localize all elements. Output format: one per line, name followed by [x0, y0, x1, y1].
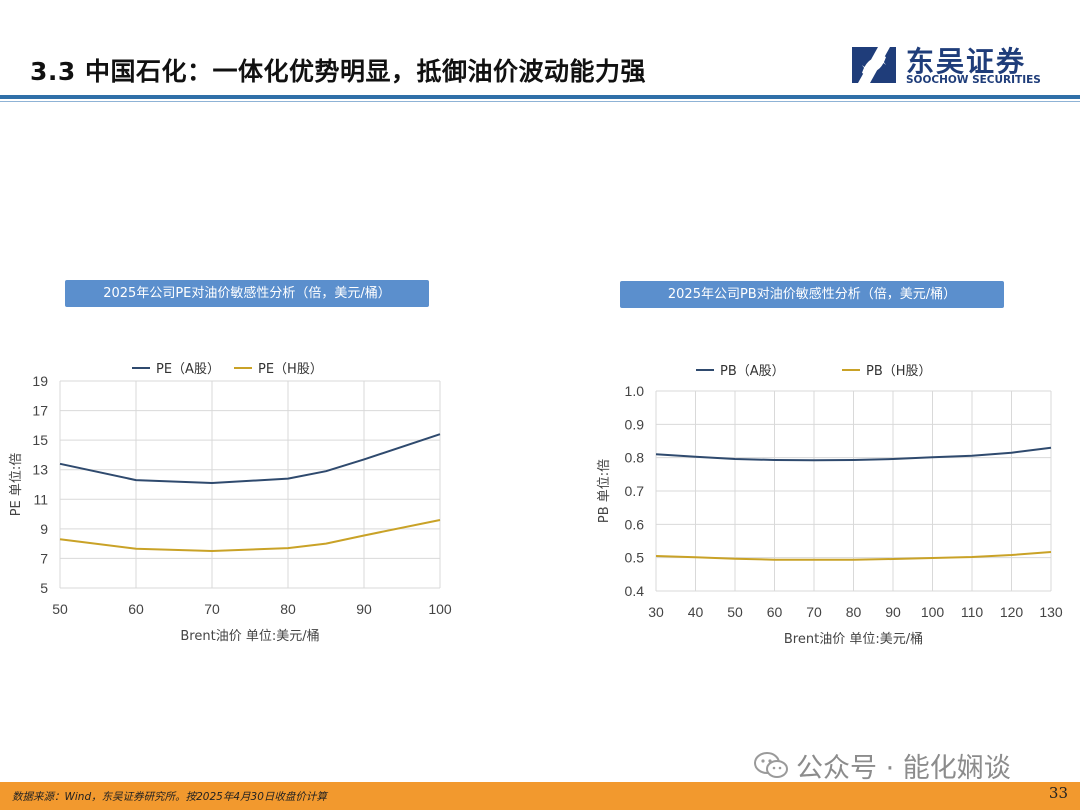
pe-legend-label: PE（H股） [258, 362, 323, 377]
pe-y-axis-title: PE 单位:倍 [9, 453, 24, 517]
page-title: 3.3 中国石化：一体化优势明显，抵御油价波动能力强 [30, 57, 646, 86]
pe-x-tick-label: 60 [128, 601, 144, 617]
pb-y-tick-label: 0.7 [625, 483, 645, 499]
pb-x-tick-label: 70 [806, 604, 822, 620]
page-number: 33 [1048, 784, 1068, 802]
pb-x-tick-label: 90 [885, 604, 901, 620]
soochow-logo-icon [852, 47, 896, 83]
pb-chart-panel: 0.4 0.5 0.6 0.7 0.8 0.9 1.0 30 40 50 60 70 80 90 100 11… [568, 352, 1068, 656]
pe-x-tick-label: 50 [52, 601, 68, 617]
pe-x-axis-title: Brent油价 单位:美元/桶 [180, 629, 319, 644]
pb-legend-label: PB（A股） [720, 364, 785, 379]
pb-y-tick-label: 0.8 [625, 450, 645, 466]
pe-y-tick-label: 5 [40, 580, 48, 596]
pb-x-tick-label: 40 [688, 604, 704, 620]
pe-legend-label: PE（A股） [156, 362, 220, 377]
pe-x-tick-label: 70 [204, 601, 220, 617]
title-rule [0, 95, 1080, 99]
pb-x-tick-label: 120 [1000, 604, 1024, 620]
pb-y-tick-label: 1.0 [625, 383, 645, 399]
pb-x-axis-title: Brent油价 单位:美元/桶 [784, 632, 923, 647]
pb-y-axis-title: PB 单位:倍 [597, 459, 612, 523]
logo-english-name: SOOCHOW SECURITIES [906, 74, 1041, 86]
pe-series-line-a-share [59, 433, 441, 484]
pe-y-tick-label: 17 [32, 403, 48, 419]
pe-y-tick-label: 9 [40, 521, 48, 537]
wechat-watermark: 公众号 · 能化娴谈 [752, 748, 1011, 784]
wechat-icon [754, 752, 788, 778]
pb-x-tick-label: 80 [846, 604, 862, 620]
soochow-logo: 东吴证券 SOOCHOW SECURITIES [848, 40, 1058, 90]
pe-series-line-h-share [59, 519, 441, 552]
pb-series-line-a-share [655, 446, 1052, 462]
pb-x-tick-label: 100 [921, 604, 945, 620]
title-rule-thin [0, 101, 1080, 102]
pe-y-tick-label: 13 [32, 462, 48, 478]
pb-series-line-h-share [655, 551, 1052, 561]
pb-chart-banner: 2025年公司PB对油价敏感性分析（倍，美元/桶） [620, 281, 1004, 308]
pb-x-tick-label: 130 [1039, 604, 1063, 620]
pb-y-tick-label: 0.6 [625, 516, 645, 532]
pe-chart-banner: 2025年公司PE对油价敏感性分析（倍，美元/桶） [65, 280, 429, 307]
pe-y-tick-label: 11 [33, 491, 48, 507]
pe-chart-panel: 5 7 9 11 13 15 17 19 50 60 70 80 90 100 Brent油价 单位:美元/… [0, 352, 465, 648]
pe-chart: 5 7 9 11 13 15 17 19 50 60 70 80 90 100 Brent油价 单位:美元/… [9, 362, 452, 644]
pe-x-tick-label: 90 [356, 601, 372, 617]
pe-y-tick-label: 15 [32, 432, 48, 448]
pb-y-tick-label: 0.4 [625, 583, 645, 599]
logo-chinese-name: 东吴证券 [906, 45, 1027, 78]
pb-x-tick-label: 110 [961, 604, 984, 620]
pe-y-tick-label: 7 [40, 550, 48, 566]
pb-y-tick-label: 0.5 [625, 550, 645, 566]
footer-bar [0, 782, 1080, 810]
pb-chart: 0.4 0.5 0.6 0.7 0.8 0.9 1.0 30 40 50 60 70 80 90 100 11… [597, 364, 1063, 647]
pb-legend-label: PB（H股） [866, 364, 932, 379]
pb-y-tick-label: 0.9 [625, 416, 645, 432]
pe-y-tick-label: 19 [32, 373, 48, 389]
footer-source-note: 数据来源：Wind，东吴证券研究所。按2025年4月30日收盘价计算 [12, 791, 327, 803]
pb-x-tick-label: 50 [727, 604, 743, 620]
pe-x-tick-label: 80 [280, 601, 296, 617]
pe-x-tick-label: 100 [428, 601, 452, 617]
pb-x-tick-label: 60 [767, 604, 783, 620]
pb-x-tick-label: 30 [648, 604, 664, 620]
watermark-text: 公众号 · 能化娴谈 [796, 752, 1011, 784]
